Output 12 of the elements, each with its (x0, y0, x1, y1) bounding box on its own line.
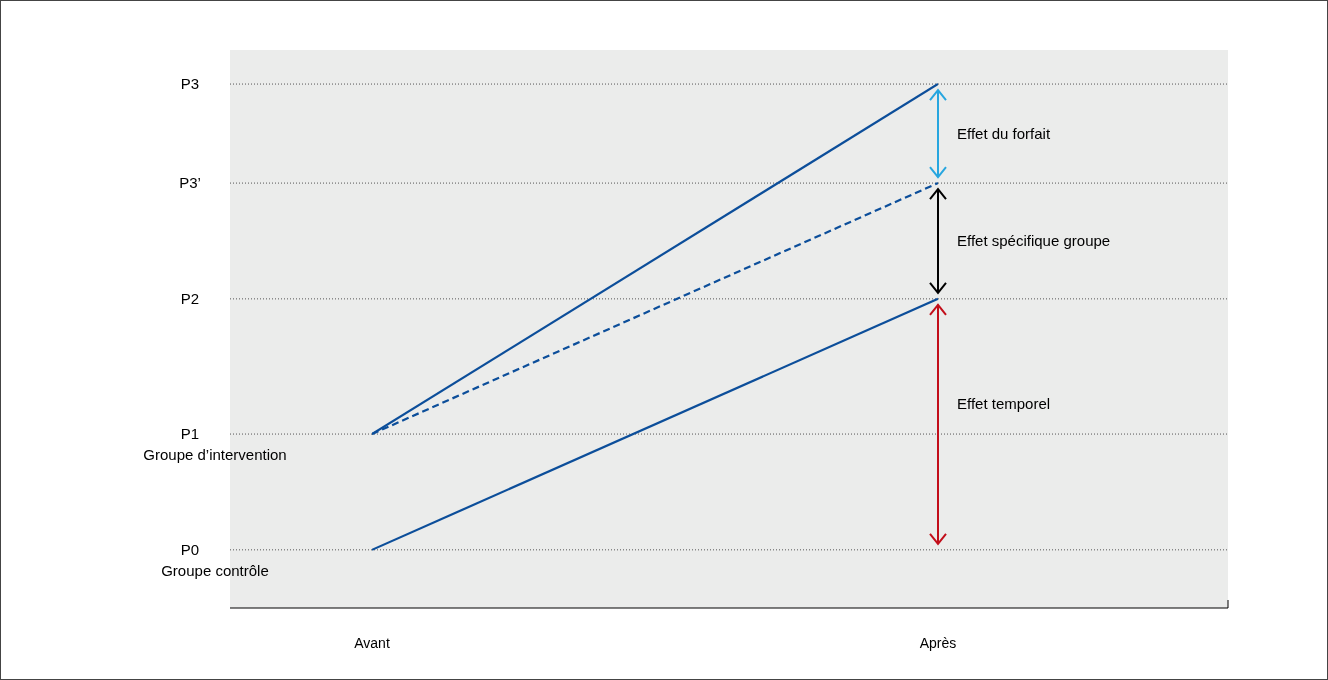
x-tick-label: Après (919, 634, 957, 651)
ref-line-label: P3 (180, 75, 200, 93)
annotation: Groupe d’intervention (143, 446, 287, 464)
ref-line-label: P2 (180, 289, 200, 307)
annotation: Groupe contrôle (161, 561, 269, 579)
annotation: Effet spécifique groupe (957, 231, 1111, 249)
ref-line-label: P0 (180, 540, 200, 558)
ref-line-label: P1 (180, 425, 200, 443)
ref-line-label: P3’ (179, 174, 201, 192)
annotation: Effet temporel (957, 395, 1051, 413)
x-tick-label: Avant (354, 634, 390, 651)
annotation: Effet du forfait (957, 124, 1051, 142)
